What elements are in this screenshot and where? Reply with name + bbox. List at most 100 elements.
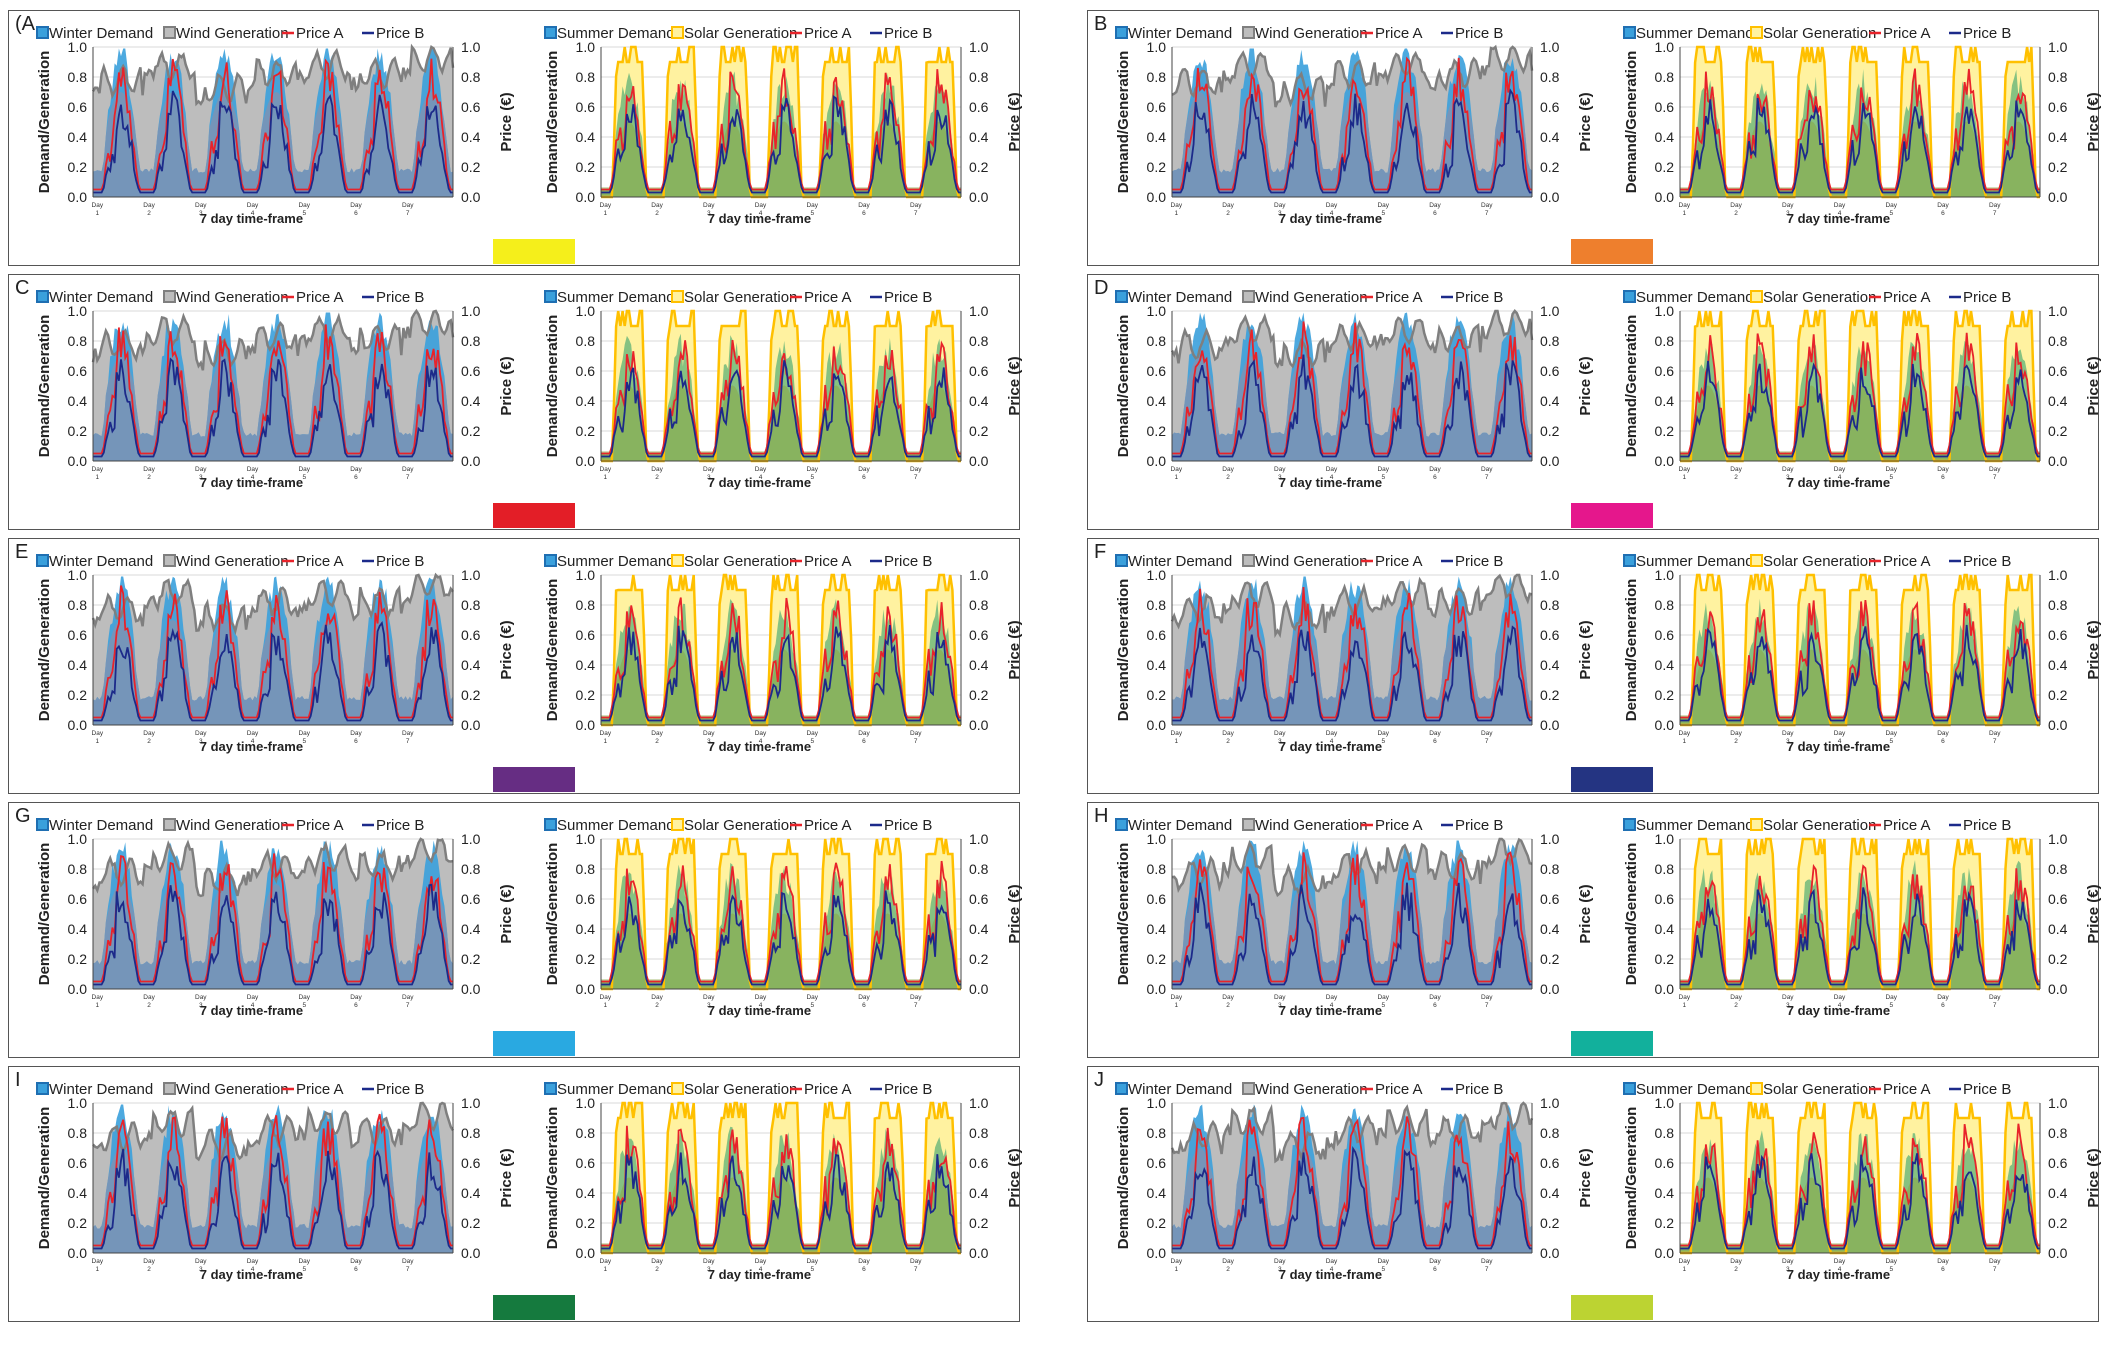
right-y-tick: 0.6 xyxy=(2048,891,2068,907)
day-tick-number: 1 xyxy=(95,738,99,745)
legend-label-0: Summer Demand xyxy=(1636,289,1754,306)
day-tick-prefix: Day xyxy=(1481,466,1493,473)
day-tick-prefix: Day xyxy=(195,1258,207,1265)
legend-swatch-1 xyxy=(671,26,684,39)
day-tick-number: 1 xyxy=(95,210,99,217)
x-axis-title: 7 day time-frame xyxy=(1787,475,1890,490)
right-y-tick: 0.8 xyxy=(1540,597,1560,613)
right-axis-title: Price (€) xyxy=(1006,356,1023,415)
right-y-tick: 0.0 xyxy=(1540,189,1560,205)
day-tick-prefix: Day xyxy=(1937,1258,1949,1265)
day-tick-prefix: Day xyxy=(1885,994,1897,1001)
day-tick-prefix: Day xyxy=(1377,1258,1389,1265)
day-tick-number: 3 xyxy=(1786,738,1790,745)
day-tick-number: 3 xyxy=(707,738,711,745)
left-y-tick: 0.0 xyxy=(68,981,88,997)
price-a-line xyxy=(1172,586,1532,719)
day-tick-prefix: Day xyxy=(1481,1258,1493,1265)
left-y-tick: 0.8 xyxy=(68,333,88,349)
legend-label-0: Winter Demand xyxy=(49,817,153,834)
left-axis-title: Demand/Generation xyxy=(36,843,53,986)
left-y-tick: 0.6 xyxy=(1655,363,1675,379)
right-y-tick: 0.4 xyxy=(1540,129,1560,145)
day-tick-prefix: Day xyxy=(1679,466,1691,473)
right-y-tick: 0.2 xyxy=(969,423,989,439)
day-tick-number: 1 xyxy=(603,738,607,745)
left-y-tick: 0.6 xyxy=(1655,891,1675,907)
day-tick-prefix: Day xyxy=(350,1258,362,1265)
price-b-line xyxy=(1680,624,2040,722)
day-tick-prefix: Day xyxy=(703,202,715,209)
legend-label-1: Solar Generation xyxy=(684,553,797,570)
day-tick-prefix: Day xyxy=(1782,730,1794,737)
left-y-tick: 0.6 xyxy=(68,363,88,379)
day-tick-prefix: Day xyxy=(1377,994,1389,1001)
left-y-tick: 0.8 xyxy=(68,69,88,85)
left-y-tick: 0.0 xyxy=(576,1245,596,1261)
day-tick-prefix: Day xyxy=(1782,202,1794,209)
day-tick-number: 3 xyxy=(199,738,203,745)
legend-swatch-0 xyxy=(1115,290,1128,303)
panel-C-winter-chart: Winter Demand Wind Generation Price A Price… xyxy=(36,289,515,490)
panel-label: E xyxy=(15,541,29,563)
day-tick-number: 6 xyxy=(862,738,866,745)
legend-label-1: Wind Generation xyxy=(1255,25,1368,42)
day-tick-number: 1 xyxy=(1682,1266,1686,1273)
price-b-line xyxy=(1680,887,2040,986)
right-y-tick: 0.4 xyxy=(2048,1185,2068,1201)
day-tick-number: 7 xyxy=(406,738,410,745)
panel-label: C xyxy=(15,277,30,299)
legend-swatch-1 xyxy=(1750,554,1763,567)
left-y-tick: 0.8 xyxy=(576,69,596,85)
left-y-tick: 0.4 xyxy=(576,393,596,409)
left-y-tick: 1.0 xyxy=(1147,1095,1167,1111)
wind-generation-line xyxy=(91,43,455,107)
left-y-tick: 0.4 xyxy=(68,393,88,409)
legend-label-2: Price A xyxy=(804,289,852,306)
right-y-tick: 1.0 xyxy=(969,831,989,847)
panel-H-winter-chart: Winter Demand Wind Generation Price A Price… xyxy=(1115,817,1594,1018)
x-axis-title: 7 day time-frame xyxy=(200,211,303,226)
day-tick-number: 2 xyxy=(1734,474,1738,481)
day-tick-prefix: Day xyxy=(1782,994,1794,1001)
day-tick-number: 2 xyxy=(1226,474,1230,481)
right-y-tick: 1.0 xyxy=(2048,303,2068,319)
day-tick-prefix: Day xyxy=(1730,994,1742,1001)
left-y-tick: 0.4 xyxy=(68,657,88,673)
price-a-line xyxy=(1680,68,2040,191)
day-tick-number: 6 xyxy=(354,210,358,217)
legend-swatch-1 xyxy=(163,26,176,39)
day-tick-number: 4 xyxy=(251,210,255,217)
right-y-tick: 0.6 xyxy=(461,627,481,643)
day-tick-number: 4 xyxy=(759,1266,763,1273)
left-y-tick: 0.4 xyxy=(1655,129,1675,145)
price-b-line xyxy=(93,90,453,194)
day-tick-number: 6 xyxy=(1433,738,1437,745)
legend-label-2: Price A xyxy=(1375,817,1423,834)
legend-label-3: Price B xyxy=(1963,553,2011,570)
day-tick-number: 4 xyxy=(1330,210,1334,217)
legend-swatch-1 xyxy=(1242,290,1255,303)
legend-label-3: Price B xyxy=(1455,553,1503,570)
right-y-tick: 0.6 xyxy=(461,99,481,115)
day-tick-prefix: Day xyxy=(858,730,870,737)
day-tick-prefix: Day xyxy=(92,994,104,1001)
day-tick-prefix: Day xyxy=(910,466,922,473)
right-y-tick: 0.8 xyxy=(2048,861,2068,877)
panel-D: D Winter Demand Wind Generation Price A Pric… xyxy=(1087,274,2102,530)
panel-B: B Winter Demand Wind Generation Price A Pric… xyxy=(1087,10,2102,266)
legend-label-0: Summer Demand xyxy=(1636,1081,1754,1098)
day-tick-number: 3 xyxy=(1278,1002,1282,1009)
right-axis-title: Price (€) xyxy=(2085,356,2102,415)
day-tick-number: 7 xyxy=(1993,210,1997,217)
legend-label-0: Summer Demand xyxy=(1636,25,1754,42)
day-tick-prefix: Day xyxy=(1222,994,1234,1001)
day-tick-number: 7 xyxy=(1485,738,1489,745)
panel-E-winter-chart: Winter Demand Wind Generation Price A Price… xyxy=(36,553,515,754)
legend-swatch-0 xyxy=(36,290,49,303)
left-y-tick: 0.8 xyxy=(576,861,596,877)
left-axis-title: Demand/Generation xyxy=(36,315,53,458)
day-tick-prefix: Day xyxy=(1274,994,1286,1001)
day-tick-number: 6 xyxy=(862,1266,866,1273)
panel-B-summer-chart: Summer Demand Solar Generation Price A Pric… xyxy=(1623,25,2102,226)
